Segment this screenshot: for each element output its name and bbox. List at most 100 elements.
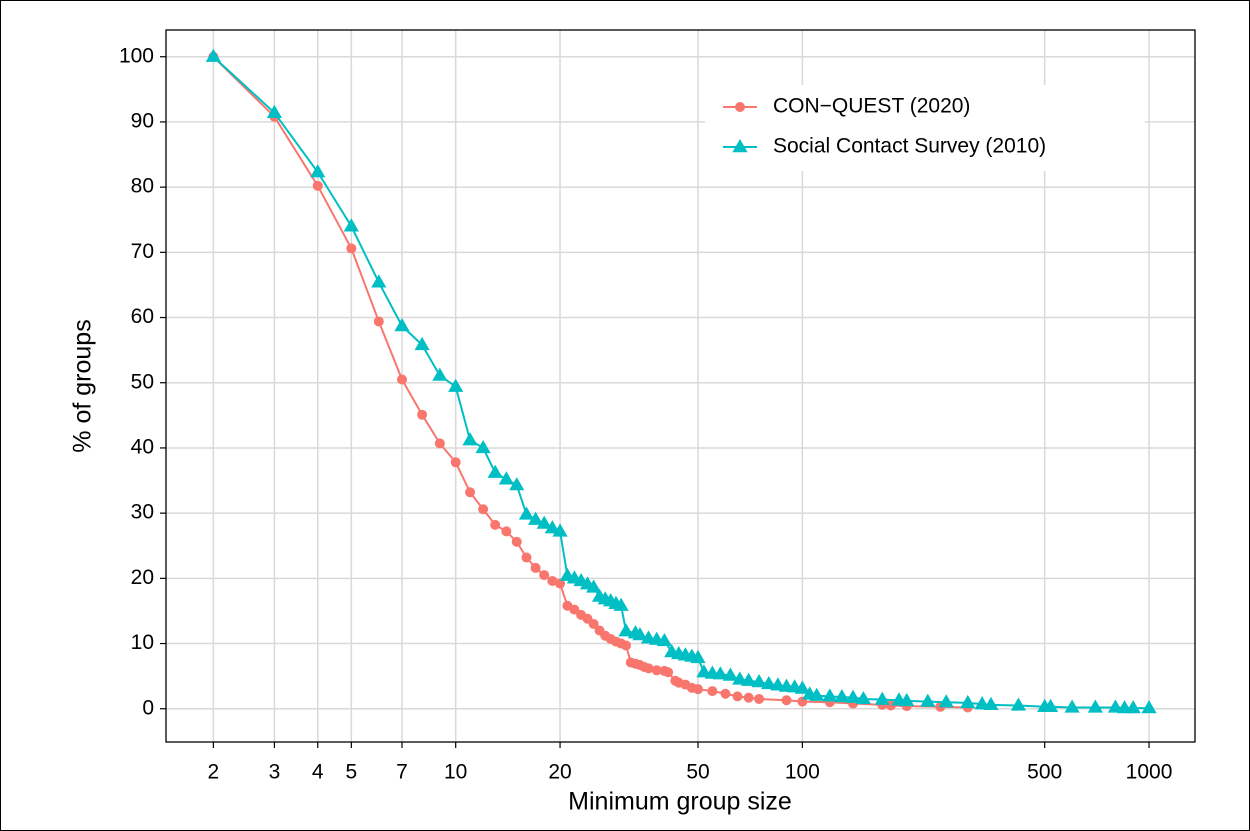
marker <box>732 139 748 153</box>
marker <box>663 667 674 678</box>
marker <box>396 374 407 385</box>
marker <box>552 523 568 537</box>
marker <box>1107 699 1124 713</box>
y-tick-label: 70 <box>131 240 154 263</box>
marker <box>809 687 825 701</box>
marker <box>521 552 532 563</box>
marker <box>266 104 283 119</box>
y-tick-label: 40 <box>131 435 154 458</box>
marker <box>511 536 522 547</box>
marker <box>722 667 738 681</box>
marker <box>874 691 890 705</box>
marker <box>539 570 550 581</box>
marker <box>651 665 662 676</box>
y-axis-title: % of groups <box>69 319 97 452</box>
plot-border <box>165 29 1196 743</box>
marker <box>373 316 384 327</box>
y-tick-label: 80 <box>131 175 154 198</box>
marker <box>632 627 648 641</box>
marker <box>417 409 428 420</box>
marker <box>1042 698 1059 712</box>
marker <box>690 649 706 664</box>
marker <box>643 663 654 674</box>
series-layer <box>205 48 1157 714</box>
marker <box>761 675 777 690</box>
x-axis-title: Minimum group size <box>568 788 792 816</box>
marker <box>732 691 743 702</box>
marker <box>938 694 954 708</box>
marker <box>343 218 359 232</box>
marker <box>822 688 838 702</box>
x-tick-label: 4 <box>312 761 324 784</box>
marker <box>487 464 503 478</box>
marker <box>920 693 936 707</box>
marker <box>1087 699 1103 713</box>
y-tick-label: 0 <box>142 696 154 719</box>
marker <box>509 477 525 491</box>
x-tick-label: 100 <box>785 761 820 784</box>
marker <box>346 243 357 254</box>
marker <box>656 632 673 647</box>
marker <box>501 526 512 537</box>
marker <box>732 671 748 685</box>
marker <box>465 487 476 498</box>
legend-box <box>705 85 1145 171</box>
marker <box>621 640 632 651</box>
marker <box>899 692 915 707</box>
marker <box>794 680 810 694</box>
marker <box>1141 700 1157 714</box>
marker <box>618 623 634 637</box>
marker <box>693 684 704 695</box>
y-tick-label: 10 <box>131 631 154 654</box>
marker <box>855 690 872 705</box>
marker <box>586 579 602 593</box>
marker <box>834 689 850 703</box>
marker <box>547 575 558 586</box>
y-tick-label: 100 <box>119 44 154 67</box>
marker <box>530 562 541 573</box>
ticks: 0 10 20 30 40 50 60 70 80 90 100 2 3 4 5 7 10 20 50 100 500 1… <box>119 44 1172 783</box>
y-tick-label: 30 <box>131 501 154 524</box>
marker <box>588 618 599 629</box>
marker <box>478 504 489 515</box>
x-tick-label: 50 <box>686 761 709 784</box>
marker <box>960 694 976 709</box>
marker <box>720 688 731 699</box>
marker <box>312 180 323 191</box>
marker <box>371 274 387 288</box>
y-tick-label: 20 <box>131 566 154 589</box>
marker <box>394 318 410 332</box>
marker <box>781 695 792 706</box>
x-tick-label: 20 <box>548 761 571 784</box>
x-tick-label: 5 <box>345 761 357 784</box>
x-tick-label: 2 <box>208 761 220 784</box>
marker <box>754 693 765 704</box>
marker <box>741 672 757 686</box>
marker <box>490 519 501 530</box>
marker <box>448 378 464 392</box>
marker <box>498 471 514 485</box>
x-tick-label: 10 <box>444 761 467 784</box>
marker <box>414 336 430 351</box>
y-tick-label: 60 <box>131 305 154 328</box>
marker <box>450 457 461 468</box>
marker <box>712 666 728 680</box>
marker <box>983 696 999 711</box>
marker <box>1064 699 1080 713</box>
y-tick-label: 90 <box>131 109 154 132</box>
marker <box>845 689 861 703</box>
marker <box>1125 700 1141 714</box>
marker <box>310 164 326 178</box>
legend-label: Social Contact Survey (2010) <box>773 135 1046 158</box>
marker <box>707 686 718 697</box>
marker <box>743 692 754 703</box>
x-tick-label: 7 <box>396 761 408 784</box>
marker <box>475 439 491 454</box>
x-tick-label: 1000 <box>1126 761 1173 784</box>
marker <box>205 48 221 62</box>
marker <box>735 102 745 112</box>
marker <box>1010 697 1027 711</box>
x-tick-label: 500 <box>1027 761 1062 784</box>
